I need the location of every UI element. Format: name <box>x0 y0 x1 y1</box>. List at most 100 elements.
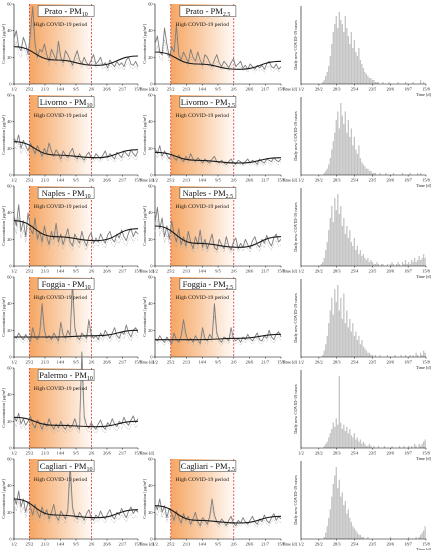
x-tick-label: 23/5 <box>369 360 377 365</box>
covid-bar <box>343 293 345 357</box>
x-tick-label: 20/6 <box>386 269 394 274</box>
covid-bar <box>346 226 348 266</box>
y-axis-label: Concentration [μg/m³] <box>1 479 6 519</box>
x-tick-label: 25/4 <box>351 542 359 547</box>
x-tick-label: 14/4 <box>57 269 65 274</box>
panel-title: Prato - PM2.5 <box>186 6 231 18</box>
y-tick-label: 0 <box>150 82 152 87</box>
x-tick-label: 26/6 <box>103 178 111 183</box>
covid-bar <box>343 32 345 84</box>
x-tick-label: 2/6 <box>231 178 237 183</box>
pm-series-line <box>13 351 139 430</box>
y-tick-label: 40 <box>148 483 152 488</box>
x-tick-label: 14/4 <box>198 269 206 274</box>
covid-bar <box>368 262 371 266</box>
x-tick-label: 2/6 <box>231 360 237 365</box>
covid-bar <box>325 76 327 84</box>
x-tick-label: 9/5 <box>215 178 221 183</box>
covid-bar <box>350 522 353 539</box>
y-tick-label: 60 <box>148 275 152 280</box>
covid-bar <box>344 323 346 357</box>
covid-bar <box>350 331 353 357</box>
x-tick-label: 21/7 <box>261 87 269 92</box>
pollutant-subscript: 10 <box>85 285 91 291</box>
x-tick-label: 26/6 <box>246 269 254 274</box>
pm-smoothed-line <box>13 479 139 525</box>
covid-bar <box>394 354 396 357</box>
x-tick-label: 25/2 <box>167 178 175 183</box>
covid-bar <box>334 198 336 266</box>
y-tick-label: 60 <box>7 275 11 280</box>
pm-series-line <box>13 134 139 161</box>
y-tick-label: 40 <box>148 28 152 33</box>
covid-bar <box>329 433 331 448</box>
x-axis-label: Time [d] <box>416 274 432 279</box>
covid-bar <box>359 250 362 266</box>
high-covid-band <box>29 459 92 539</box>
covid-bar <box>358 48 360 84</box>
y-tick-label: 40 <box>7 301 11 306</box>
covid-bar <box>370 260 372 266</box>
covid-bar <box>410 260 413 266</box>
covid-bar <box>400 354 402 357</box>
x-tick-label: 1/2 <box>11 451 17 456</box>
panel-prato-pm10: 0 20 40 60 1/2 25/2 21/3 14/4 9/5 2/6 26/6 21/7 15/8… <box>1 2 155 92</box>
x-tick-label: 23/5 <box>369 451 377 456</box>
x-tick-label: 21/7 <box>261 542 269 547</box>
panel-title-box <box>37 5 95 17</box>
x-tick-label: 1/2 <box>298 269 304 274</box>
trend-line <box>13 498 139 519</box>
covid-bar <box>419 260 422 266</box>
x-tick-label: 28/3 <box>333 178 341 183</box>
panel-title: Cagliari - PM2.5 <box>181 461 235 473</box>
covid-bar <box>322 82 324 84</box>
y-tick-label: 60 <box>7 184 11 189</box>
covid-bar <box>364 166 366 175</box>
y-tick-label: 20 <box>148 55 152 60</box>
y-axis-label: Concentration [μg/m³] <box>1 115 6 155</box>
pollutant-subscript: 10 <box>82 12 88 18</box>
covid-bar <box>359 344 362 357</box>
y-axis-label: Daily new COVID-19 cases <box>293 475 298 525</box>
covid-bar <box>349 517 351 539</box>
covid-bar <box>367 76 369 84</box>
covid-bar <box>370 354 372 357</box>
y-axis-label: Daily new COVID-19 cases <box>293 111 298 161</box>
x-tick-label: 1/2 <box>298 451 304 456</box>
covid-bar <box>361 443 363 448</box>
pm-smoothed-line <box>154 150 282 167</box>
x-tick-label: 14/4 <box>198 178 206 183</box>
panel-title-box <box>37 96 95 108</box>
covid-bar <box>404 82 407 84</box>
covid-bar <box>335 16 337 84</box>
covid-bar <box>358 335 360 357</box>
covid-bar <box>341 226 343 266</box>
covid-bar <box>340 20 342 84</box>
covid-bar <box>331 428 333 448</box>
x-tick-label: 25/2 <box>167 542 175 547</box>
x-tick-label: 1/2 <box>152 178 158 183</box>
y-tick-label: 60 <box>148 457 152 462</box>
x-tick-label: 9/5 <box>215 87 221 92</box>
covid-bar <box>370 445 372 448</box>
covid-bar <box>407 536 410 539</box>
x-tick-label: 9/5 <box>73 542 79 547</box>
pm-series-line <box>154 303 282 345</box>
pollutant-subscript: 10 <box>87 376 93 382</box>
covid-bar <box>341 24 343 84</box>
panel-title: Livorno - PM2.5 <box>181 97 235 109</box>
covid-bar <box>334 475 336 539</box>
x-tick-label: 20/6 <box>386 542 394 547</box>
y-axis-label: Concentration [μg/m³] <box>1 206 6 246</box>
covid-bar <box>367 352 369 357</box>
covid-bar <box>344 234 346 266</box>
y-tick-label: 60 <box>148 2 152 7</box>
covid-bar <box>346 310 348 357</box>
high-period-label: High COVID-19 period <box>34 113 88 119</box>
covid-bar <box>401 172 404 175</box>
covid-bar <box>343 124 345 175</box>
covid-bar <box>419 445 422 448</box>
trend-line <box>13 220 139 242</box>
x-axis-label: Time [d] <box>139 451 155 456</box>
